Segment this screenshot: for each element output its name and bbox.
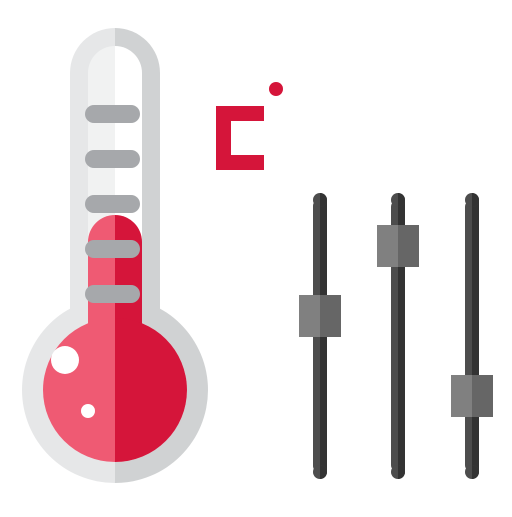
sliders-group xyxy=(299,193,493,479)
bulb-highlight-small xyxy=(81,404,95,418)
slider-2-handle[interactable] xyxy=(377,225,419,267)
thermometer-illustration: C xyxy=(0,0,512,512)
celsius-symbol xyxy=(216,82,283,170)
slider-3-handle[interactable] xyxy=(451,375,493,417)
letter-c-icon xyxy=(216,106,264,170)
slider-1[interactable] xyxy=(299,193,341,479)
bulb-highlight-large xyxy=(51,346,79,374)
slider-1-handle[interactable] xyxy=(299,295,341,337)
degree-dot-icon xyxy=(269,82,283,96)
slider-2[interactable] xyxy=(377,193,419,479)
slider-3[interactable] xyxy=(451,193,493,479)
temperature-control-icon: C xyxy=(0,0,512,512)
